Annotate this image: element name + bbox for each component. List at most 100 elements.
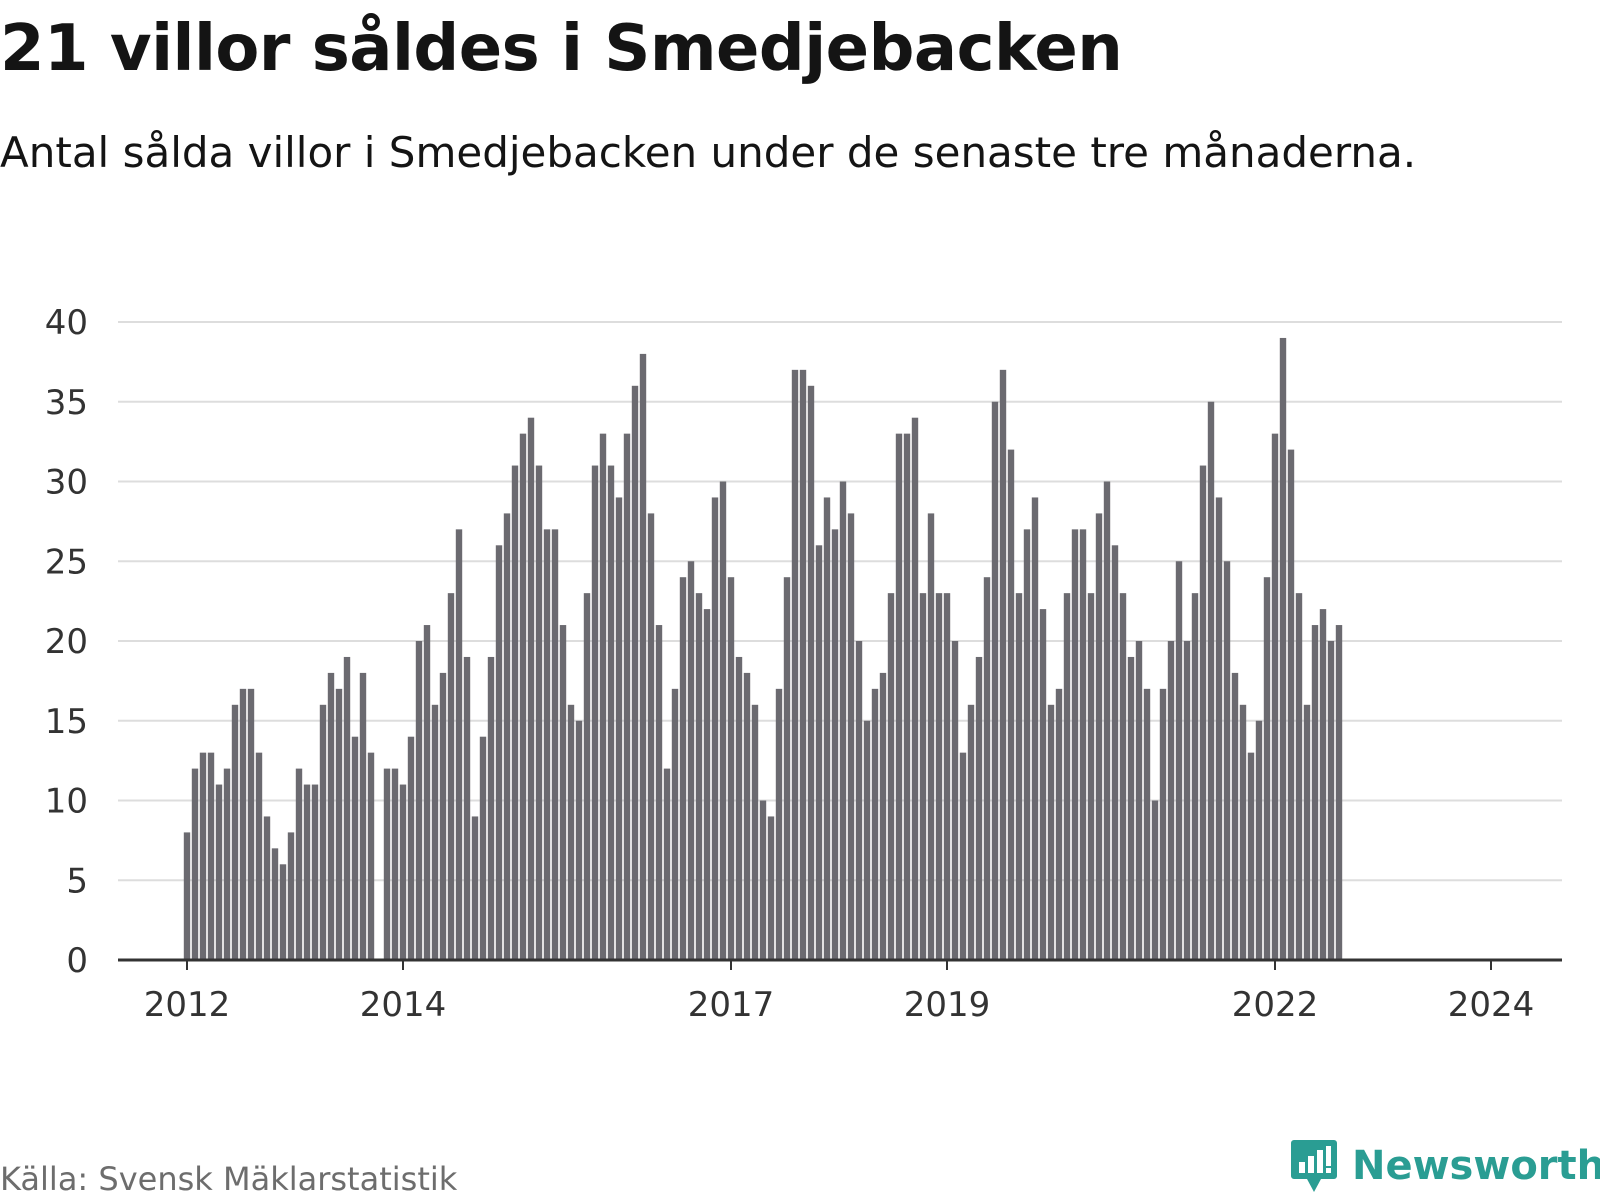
brand-name: Newsworthy: [1352, 1143, 1600, 1189]
bar: [847, 513, 855, 960]
bar: [1303, 704, 1311, 960]
bar: [503, 513, 511, 960]
bar: [239, 688, 247, 960]
y-tick-label: 15: [45, 702, 88, 742]
bar: [423, 625, 431, 960]
bar: [703, 609, 711, 960]
y-tick-label: 0: [66, 941, 88, 981]
bar: [399, 784, 407, 960]
bar: [327, 672, 335, 960]
bar: [287, 832, 295, 960]
x-tick-label: 2012: [144, 985, 231, 1025]
y-tick-label: 5: [66, 861, 88, 901]
bar: [903, 433, 911, 960]
bar: [1311, 625, 1319, 960]
bar: [951, 641, 959, 960]
bar: [1287, 449, 1295, 960]
bar: [279, 864, 287, 960]
bar: [1103, 481, 1111, 960]
bar: [455, 529, 463, 960]
bar: [999, 369, 1007, 961]
y-tick-label: 10: [45, 782, 88, 822]
chart-subtitle: Antal sålda villor i Smedjebacken under …: [0, 128, 1417, 177]
bar: [1239, 704, 1247, 960]
bar: [1247, 752, 1255, 960]
annotations: 21: [1469, 0, 1512, 9]
bar: [1111, 545, 1119, 960]
bar: [1319, 609, 1327, 960]
bar: [247, 688, 255, 960]
bar: [351, 736, 359, 960]
bar: [463, 656, 471, 960]
bar: [535, 465, 543, 960]
bar: [1023, 529, 1031, 960]
bar: [359, 672, 367, 960]
bar: [207, 752, 215, 960]
bar: [863, 720, 871, 960]
bar: [1215, 497, 1223, 960]
bar: [591, 465, 599, 960]
bar: [719, 481, 727, 960]
bar: [759, 800, 767, 960]
bar: [1279, 337, 1287, 960]
bar: [679, 577, 687, 960]
bar: [343, 656, 351, 960]
bar: [1119, 593, 1127, 960]
bar: [839, 481, 847, 960]
bar: [1199, 465, 1207, 960]
bar: [383, 768, 391, 960]
bar: [583, 593, 591, 960]
highlight-value-label: 21: [1469, 0, 1512, 9]
bar: [1031, 497, 1039, 960]
bar: [231, 704, 239, 960]
bar: [823, 497, 831, 960]
bar: [215, 784, 223, 960]
bar: [1055, 688, 1063, 960]
bar: [199, 752, 207, 960]
bar: [791, 369, 799, 961]
bar: [1151, 800, 1159, 960]
bar: [1079, 529, 1087, 960]
bar: [1039, 609, 1047, 960]
source-note: Källa: Svensk Mäklarstatistik: [0, 1160, 458, 1198]
bar: [255, 752, 263, 960]
bar: [1207, 401, 1215, 960]
x-axis: [118, 958, 1562, 970]
bar: [1295, 593, 1303, 960]
bar: [367, 752, 375, 960]
bar: [615, 497, 623, 960]
bar: [711, 497, 719, 960]
y-tick-label: 35: [45, 383, 88, 423]
bar: [1223, 561, 1231, 960]
y-tick-label: 25: [45, 542, 88, 582]
bar: [647, 513, 655, 960]
bar: [319, 704, 327, 960]
bar: [807, 385, 815, 960]
bar: [391, 768, 399, 960]
bar: [191, 768, 199, 960]
bar: [1127, 656, 1135, 960]
bar: [687, 561, 695, 960]
bar: [1175, 561, 1183, 960]
bar: [1159, 688, 1167, 960]
newsworthy-logo-icon: [1291, 1140, 1337, 1192]
bar: [663, 768, 671, 960]
bar: [927, 513, 935, 960]
bar: [1271, 433, 1279, 960]
bar: [1191, 593, 1199, 960]
bar: [519, 433, 527, 960]
bar: [991, 401, 999, 960]
x-tick-label: 2014: [360, 985, 447, 1025]
y-axis-labels: 0 5 10 15 20 25 30 35 40: [45, 303, 88, 981]
bar: [655, 625, 663, 960]
bar: [1135, 641, 1143, 960]
bar: [623, 433, 631, 960]
bar: [1063, 593, 1071, 960]
bar: [543, 529, 551, 960]
bar: [775, 688, 783, 960]
bar: [895, 433, 903, 960]
bar: [599, 433, 607, 960]
bar: [447, 593, 455, 960]
brand-logo[interactable]: Newsworthy: [1290, 1138, 1600, 1194]
bar: [943, 593, 951, 960]
